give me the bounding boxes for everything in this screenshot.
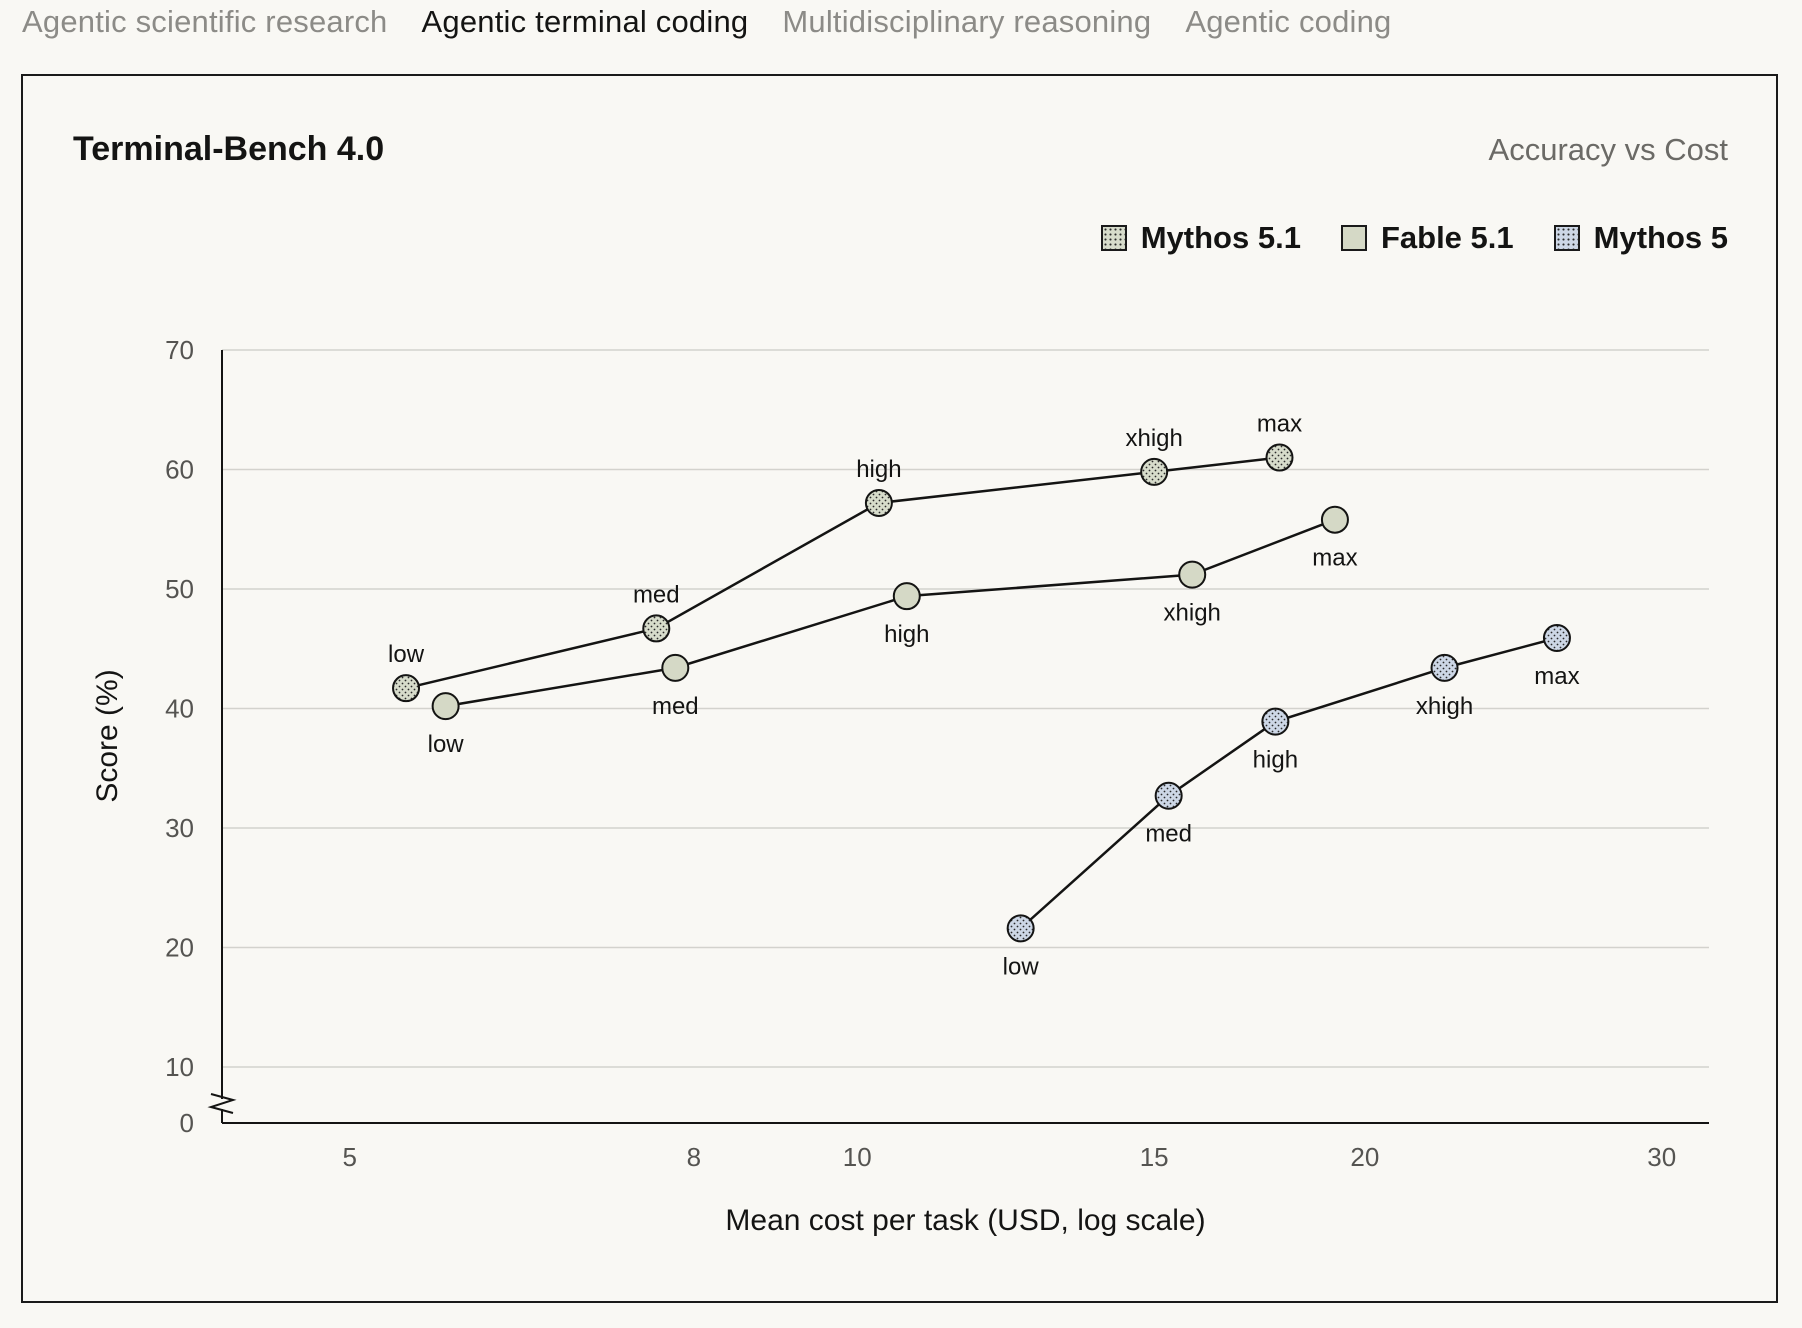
- x-tick-label: 5: [342, 1142, 356, 1172]
- tab-bar: Agentic scientific research Agentic term…: [22, 0, 1392, 44]
- x-tick-label: 15: [1140, 1142, 1169, 1172]
- legend-label-fable-5-1: Fable 5.1: [1380, 220, 1514, 255]
- legend-label-mythos-5-1: Mythos 5.1: [1140, 220, 1301, 255]
- legend-swatch-mythos-5: [1553, 225, 1580, 251]
- point-label: low: [1003, 953, 1040, 980]
- legend-swatch-mythos-5-1: [1100, 225, 1127, 251]
- axis-break-icon: [207, 1093, 237, 1114]
- data-point: [1140, 457, 1169, 486]
- data-point: [642, 614, 671, 643]
- data-point: [1430, 653, 1459, 682]
- y-axis-title: Score (%): [91, 669, 124, 802]
- point-label: med: [652, 693, 699, 720]
- tab-agentic-terminal-coding[interactable]: Agentic terminal coding: [421, 4, 749, 39]
- data-point: [1542, 623, 1571, 652]
- legend-item-mythos-5: Mythos 5: [1553, 220, 1728, 256]
- y-tick-label: 20: [165, 933, 194, 963]
- y-tick-label: 10: [165, 1052, 194, 1082]
- y-tick-label: 60: [165, 455, 194, 485]
- point-label: med: [1145, 821, 1192, 848]
- chart-legend: Mythos 5.1 Fable 5.1 Mythos 5: [1100, 220, 1728, 256]
- data-point: [892, 582, 921, 611]
- data-point: [864, 488, 893, 517]
- legend-label-mythos-5: Mythos 5: [1593, 220, 1728, 255]
- point-label: low: [388, 641, 425, 668]
- y-tick-label: 70: [165, 335, 194, 365]
- point-label: high: [856, 456, 901, 483]
- series-mythos-5: low med high xhigh max: [1003, 623, 1580, 980]
- data-point: [1154, 781, 1183, 810]
- legend-item-fable-5-1: Fable 5.1: [1340, 220, 1514, 256]
- y-tick-label: 30: [165, 813, 194, 843]
- chart-plot: 0 10 20 30 40 50 60 70 5 8 10 15 20 30 Mean cost per t…: [91, 335, 1709, 1237]
- legend-swatch-fable-5-1: [1340, 225, 1367, 251]
- point-label: high: [1253, 747, 1298, 774]
- x-tick-label: 30: [1647, 1142, 1676, 1172]
- data-point: [1178, 560, 1207, 589]
- x-tick-label: 10: [843, 1142, 872, 1172]
- point-label: max: [1257, 411, 1302, 438]
- point-label: xhigh: [1125, 425, 1182, 452]
- point-label: high: [884, 621, 929, 648]
- y-tick-label: 50: [165, 574, 194, 604]
- data-point: [1265, 443, 1294, 472]
- data-point: [392, 674, 421, 703]
- data-point: [661, 653, 690, 682]
- chart-title: Terminal-Bench 4.0: [73, 130, 385, 168]
- x-tick-label: 20: [1350, 1142, 1379, 1172]
- tab-agentic-scientific-research[interactable]: Agentic scientific research: [22, 4, 388, 39]
- point-label: xhigh: [1416, 693, 1473, 720]
- point-label: xhigh: [1164, 600, 1221, 627]
- data-point: [1261, 707, 1290, 736]
- series-mythos-5-1: low med high xhigh max: [388, 411, 1302, 703]
- data-point: [431, 692, 460, 721]
- point-label: max: [1312, 545, 1357, 572]
- point-label: low: [428, 731, 465, 758]
- x-tick-label: 8: [687, 1142, 701, 1172]
- x-axis-title: Mean cost per task (USD, log scale): [725, 1204, 1205, 1237]
- chart-subtitle: Accuracy vs Cost: [1488, 132, 1728, 167]
- data-point: [1320, 505, 1349, 534]
- tab-agentic-coding[interactable]: Agentic coding: [1185, 4, 1392, 39]
- chart-card: Terminal-Bench 4.0 Accuracy vs Cost Myth…: [21, 74, 1778, 1303]
- y-tick-label: 40: [165, 694, 194, 724]
- data-point: [1006, 914, 1035, 943]
- series-line: [405, 456, 1280, 690]
- series-fable-5-1: low med high xhigh max: [428, 505, 1358, 758]
- legend-item-mythos-5-1: Mythos 5.1: [1100, 220, 1301, 256]
- point-label: max: [1534, 663, 1579, 690]
- point-label: med: [633, 581, 680, 608]
- tab-multidisciplinary-reasoning[interactable]: Multidisciplinary reasoning: [782, 4, 1152, 39]
- series-line: [1019, 636, 1558, 930]
- y-tick-label: 0: [180, 1108, 194, 1138]
